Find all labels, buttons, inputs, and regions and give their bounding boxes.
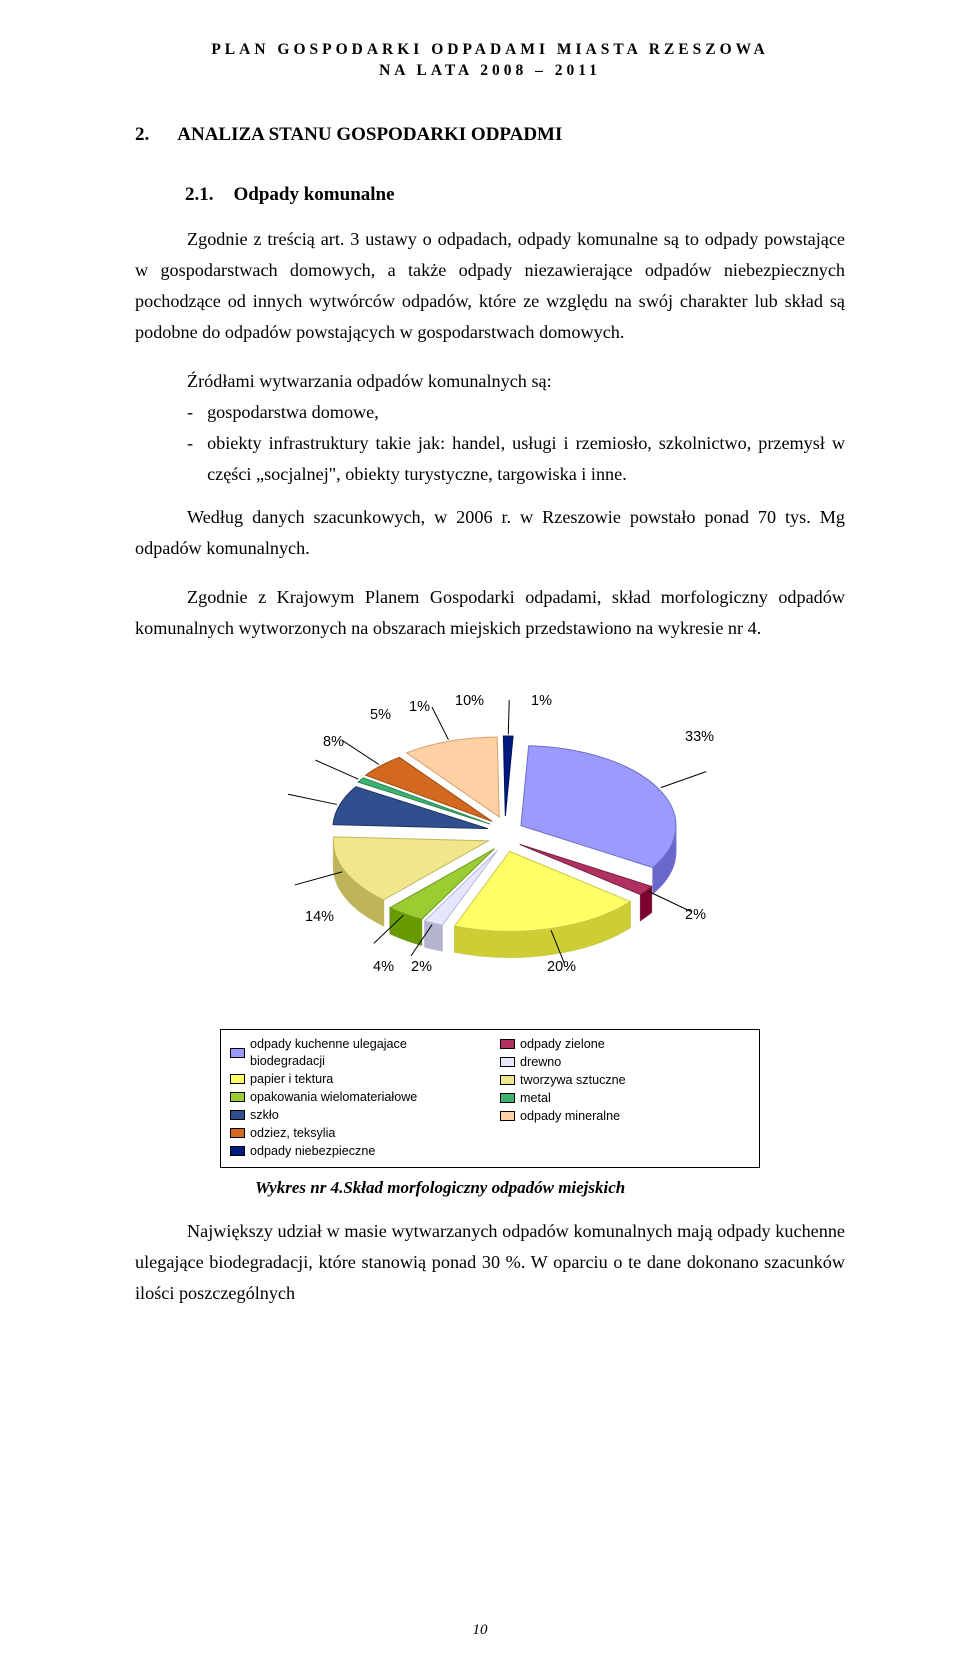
chart-label: 5% [370,707,391,723]
legend-label: tworzywa sztuczne [520,1072,626,1089]
pie-svg [195,669,785,1029]
legend-item: tworzywa sztuczne [500,1072,750,1089]
chart-label: 20% [547,959,576,975]
section-title: ANALIZA STANU GOSPODARKI ODPADMI [177,124,562,146]
legend-item: odpady kuchenne ulegajace biodegradacji [230,1036,480,1070]
list-item: - gospodarstwa domowe, [187,397,845,428]
legend-item: szkło [230,1107,480,1124]
legend-label: papier i tektura [250,1071,333,1088]
chart-label: 14% [305,909,334,925]
pie-chart: 33% 2% 20% 2% 4% 14% 8% 5% 1% 10% 1% odp… [195,669,785,1198]
chart-label: 33% [685,729,714,745]
legend-label: szkło [250,1107,279,1124]
paragraph-4: Największy udział w masie wytwarzanych o… [135,1216,845,1309]
legend-swatch [230,1048,245,1058]
paragraph-2: Według danych szacunkowych, w 2006 r. w … [135,502,845,564]
doc-header: PLAN GOSPODARKI ODPADAMI MIASTA RZESZOWA… [135,40,845,82]
legend-item: odziez, teksylia [230,1125,480,1142]
chart-label: 1% [531,693,552,709]
dash-icon: - [187,397,193,428]
chart-legend: odpady kuchenne ulegajace biodegradacjip… [220,1029,760,1168]
chart-caption: Wykres nr 4.Skład morfologiczny odpadów … [195,1178,785,1198]
legend-label: odpady niebezpieczne [250,1143,375,1160]
legend-swatch [500,1111,515,1121]
list-item-text: gospodarstwa domowe, [207,397,845,428]
legend-swatch [500,1093,515,1103]
bullet-list: - gospodarstwa domowe, - obiekty infrast… [135,397,845,490]
legend-swatch [230,1146,245,1156]
legend-item: drewno [500,1054,750,1071]
pie-chart-canvas: 33% 2% 20% 2% 4% 14% 8% 5% 1% 10% 1% [195,669,785,1029]
legend-item: odpady mineralne [500,1108,750,1125]
paragraph-1: Zgodnie z treścią art. 3 ustawy o odpada… [135,224,845,348]
legend-swatch [500,1075,515,1085]
legend-column: odpady zielonedrewnotworzywa sztucznemet… [500,1036,750,1161]
chart-label: 10% [455,693,484,709]
chart-label: 8% [323,734,344,750]
legend-swatch [500,1039,515,1049]
legend-item: opakowania wielomateriałowe [230,1089,480,1106]
page-number: 10 [473,1622,488,1639]
legend-swatch [230,1128,245,1138]
legend-item: odpady niebezpieczne [230,1143,480,1160]
legend-item: papier i tektura [230,1071,480,1088]
legend-column: odpady kuchenne ulegajace biodegradacjip… [230,1036,480,1161]
legend-label: opakowania wielomateriałowe [250,1089,417,1106]
subsection-title: Odpady komunalne [234,184,395,206]
legend-label: metal [520,1090,551,1107]
chart-label: 4% [373,959,394,975]
header-line-2: NA LATA 2008 – 2011 [379,62,601,79]
legend-swatch [230,1092,245,1102]
legend-label: odpady mineralne [520,1108,620,1125]
legend-label: odpady kuchenne ulegajace biodegradacji [250,1036,480,1070]
legend-item: metal [500,1090,750,1107]
dash-icon: - [187,428,193,490]
chart-label: 2% [411,959,432,975]
legend-swatch [230,1110,245,1120]
section-number: 2. [135,124,149,146]
subsection-number: 2.1. [185,184,214,206]
list-item-text: obiekty infrastruktury takie jak: handel… [207,428,845,490]
legend-label: odziez, teksylia [250,1125,335,1142]
chart-label: 1% [409,699,430,715]
subsection-heading: 2.1. Odpady komunalne [135,184,845,206]
legend-item: odpady zielone [500,1036,750,1053]
section-heading: 2. ANALIZA STANU GOSPODARKI ODPADMI [135,124,845,146]
paragraph-3: Zgodnie z Krajowym Planem Gospodarki odp… [135,582,845,644]
legend-label: odpady zielone [520,1036,605,1053]
legend-swatch [230,1074,245,1084]
paragraph-1b: Źródłami wytwarzania odpadów komunalnych… [135,366,845,397]
page: PLAN GOSPODARKI ODPADAMI MIASTA RZESZOWA… [0,0,960,1679]
legend-label: drewno [520,1054,561,1071]
list-item: - obiekty infrastruktury takie jak: hand… [187,428,845,490]
chart-label: 2% [685,907,706,923]
legend-swatch [500,1057,515,1067]
header-line-1: PLAN GOSPODARKI ODPADAMI MIASTA RZESZOWA [211,41,768,58]
